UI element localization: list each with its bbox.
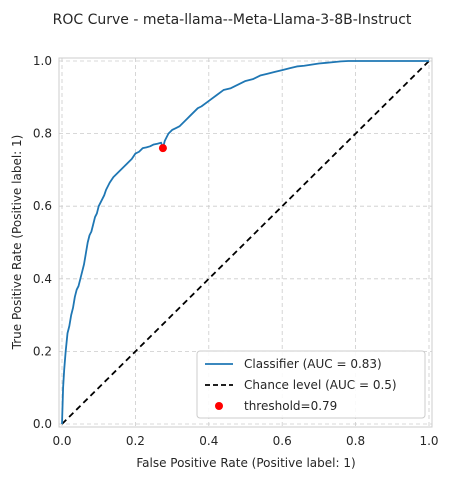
x-tick-label: 0.6	[273, 434, 292, 448]
x-tick-label: 0.4	[199, 434, 218, 448]
y-tick-label: 0.4	[33, 272, 52, 286]
x-tick-label: 0.2	[126, 434, 145, 448]
x-axis-label: False Positive Rate (Positive label: 1)	[136, 456, 355, 470]
legend-threshold-marker	[215, 402, 223, 410]
x-tick-label: 1.0	[419, 434, 438, 448]
x-tick-label: 0.8	[346, 434, 365, 448]
legend-threshold-label: threshold=0.79	[244, 399, 337, 413]
y-tick-label: 0.6	[33, 199, 52, 213]
y-tick-label: 0.0	[33, 417, 52, 431]
chart-title: ROC Curve - meta-llama--Meta-Llama-3-8B-…	[53, 12, 412, 28]
y-tick-label: 0.8	[33, 127, 52, 141]
x-tick-label: 0.0	[52, 434, 71, 448]
legend-classifier-label: Classifier (AUC = 0.83)	[244, 357, 382, 371]
legend-chance-label: Chance level (AUC = 0.5)	[244, 378, 397, 392]
y-tick-label: 1.0	[33, 54, 52, 68]
y-axis-label: True Positive Rate (Positive label: 1)	[10, 135, 24, 351]
legend: Classifier (AUC = 0.83) Chance level (AU…	[197, 351, 425, 418]
threshold-point	[159, 144, 167, 152]
y-tick-label: 0.2	[33, 344, 52, 358]
